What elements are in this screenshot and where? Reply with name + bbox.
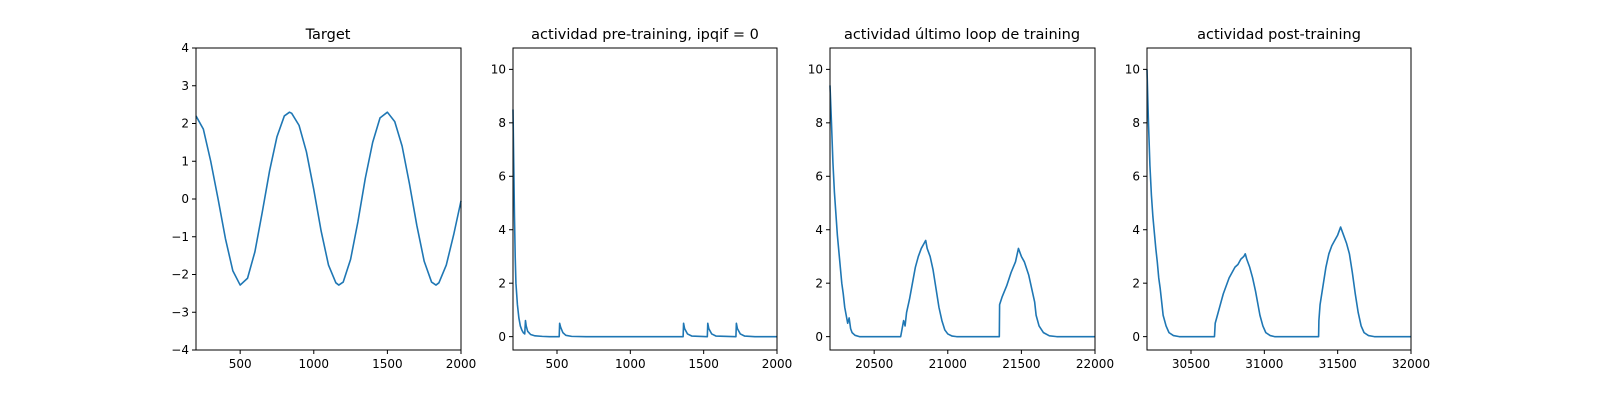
y-tick-label: 8 xyxy=(498,116,506,130)
axes-frame xyxy=(829,47,1096,351)
x-tick-label: 2000 xyxy=(762,357,793,371)
x-tick-label: 1000 xyxy=(615,357,646,371)
x-tick-label: 21500 xyxy=(1002,357,1040,371)
x-tick-label: 32000 xyxy=(1392,357,1430,371)
y-tick-label: 2 xyxy=(1132,276,1140,290)
plot-area: 30500 31000 31500 32000 0 2 4 6 8 10 xyxy=(1125,47,1430,371)
x-tick-label: 500 xyxy=(546,357,569,371)
subplot-post-training: actividad post-training 30500 31000 31500 3… xyxy=(1125,27,1430,371)
y-tick-label: 0 xyxy=(815,330,823,344)
y-tick-label: 1 xyxy=(181,154,189,168)
y-tick-label: 0 xyxy=(498,330,506,344)
y-tick-label: 8 xyxy=(1132,116,1140,130)
subplot-title: actividad post-training xyxy=(1197,27,1361,43)
y-tick-label: 4 xyxy=(181,41,189,55)
y-tick-label: 6 xyxy=(1132,169,1140,183)
subplot-title: Target xyxy=(305,27,351,43)
y-tick-label: 0 xyxy=(1132,330,1140,344)
y-tick-label: 3 xyxy=(181,79,189,93)
y-tick-label: −1 xyxy=(171,230,189,244)
y-tick-label: 2 xyxy=(181,117,189,131)
y-tick-label: −2 xyxy=(171,268,189,282)
subplot-title: actividad último loop de training xyxy=(844,27,1080,43)
y-tick-label: −3 xyxy=(171,305,189,319)
axes-frame xyxy=(1146,47,1412,351)
x-tick-label: 1500 xyxy=(688,357,719,371)
plot-area: 500 1000 1500 2000 0 2 4 6 8 10 xyxy=(491,47,793,371)
series-line xyxy=(195,111,462,286)
subplot-target: Target 500 1000 1500 2000 −4 −3 −2 −1 0 1 2 3 4 xyxy=(171,27,476,371)
x-tick-label: 1000 xyxy=(299,357,330,371)
axes-frame xyxy=(512,47,778,351)
y-tick-label: 4 xyxy=(1132,223,1140,237)
y-tick-label: 6 xyxy=(815,169,823,183)
x-tick-label: 22000 xyxy=(1076,357,1114,371)
subplot-pre-training: actividad pre-training, ipqif = 0 500 100… xyxy=(491,27,793,371)
y-tick-label: 2 xyxy=(498,276,506,290)
y-tick-label: 8 xyxy=(815,116,823,130)
series-line xyxy=(1146,69,1411,338)
y-tick-label: 10 xyxy=(808,63,823,77)
x-tick-label: 1500 xyxy=(372,357,403,371)
plot-area: 20500 21000 21500 22000 0 2 4 6 8 10 xyxy=(808,47,1114,371)
y-tick-label: 10 xyxy=(1125,63,1140,77)
y-tick-label: 4 xyxy=(815,223,823,237)
x-tick-label: 20500 xyxy=(855,357,893,371)
plot-area: 500 1000 1500 2000 −4 −3 −2 −1 0 1 2 3 4 xyxy=(171,41,476,371)
subplot-title: actividad pre-training, ipqif = 0 xyxy=(531,27,759,43)
x-tick-label: 21000 xyxy=(929,357,967,371)
y-tick-label: 0 xyxy=(181,192,189,206)
x-tick-label: 31000 xyxy=(1245,357,1283,371)
y-tick-label: −4 xyxy=(171,343,189,357)
x-tick-label: 2000 xyxy=(446,357,477,371)
x-tick-label: 31500 xyxy=(1319,357,1357,371)
series-line xyxy=(829,85,1095,338)
y-tick-label: 10 xyxy=(491,63,506,77)
y-tick-label: 4 xyxy=(498,223,506,237)
subplot-last-training-loop: actividad último loop de training 20500 2… xyxy=(808,27,1114,371)
x-tick-label: 30500 xyxy=(1172,357,1210,371)
series-line xyxy=(512,109,777,338)
x-tick-label: 500 xyxy=(229,357,252,371)
y-tick-label: 2 xyxy=(815,276,823,290)
y-tick-label: 6 xyxy=(498,169,506,183)
